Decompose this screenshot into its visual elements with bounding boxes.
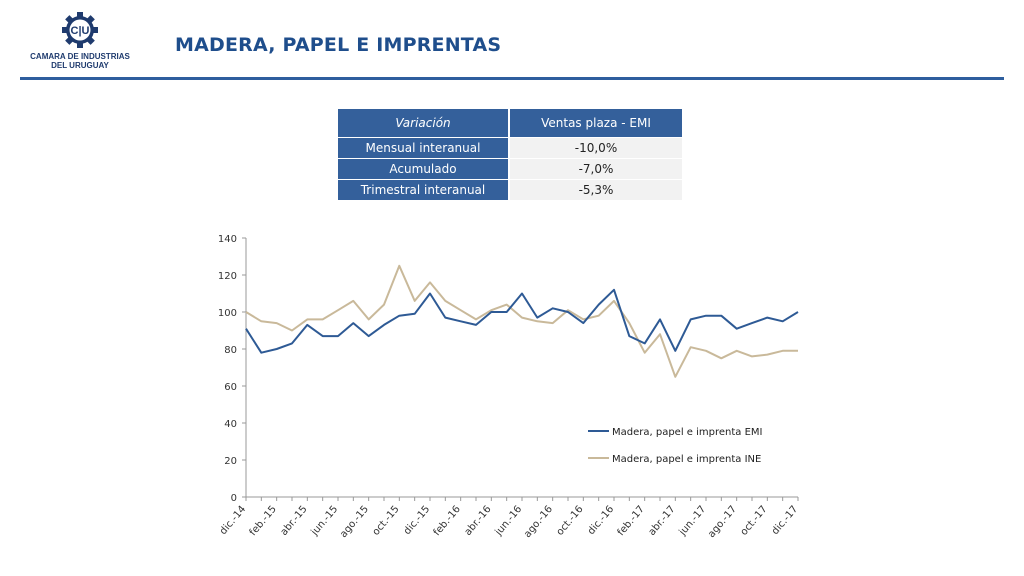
table-row-value: -10,0% bbox=[508, 137, 682, 158]
x-tick-label: oct.-17 bbox=[739, 504, 770, 538]
legend-label-ine: Madera, papel e imprenta INE bbox=[612, 454, 761, 465]
x-tick-label: abr.-15 bbox=[279, 504, 310, 538]
logo-line-2: DEL URUGUAY bbox=[51, 61, 109, 70]
x-tick-label: dic.-15 bbox=[402, 504, 432, 537]
y-tick-label: 140 bbox=[218, 234, 237, 245]
x-tick-label: dic.-14 bbox=[218, 504, 248, 537]
y-tick-label: 100 bbox=[218, 308, 237, 319]
x-tick-label: feb.-17 bbox=[616, 504, 647, 538]
y-tick-label: 20 bbox=[224, 456, 237, 467]
table-row-label: Acumulado bbox=[338, 158, 508, 179]
table-row-label: Trimestral interanual bbox=[338, 179, 508, 200]
table-header-row: Variación Ventas plaza - EMI bbox=[338, 109, 682, 137]
x-tick-label: abr.-17 bbox=[647, 504, 678, 538]
x-tick-label: feb.-16 bbox=[432, 504, 463, 538]
logo-line-1: CAMARA DE INDUSTRIAS bbox=[30, 52, 130, 61]
legend-label-emi: Madera, papel e imprenta EMI bbox=[612, 427, 763, 438]
table-row: Acumulado -7,0% bbox=[338, 158, 682, 179]
x-tick-label: oct.-15 bbox=[371, 504, 402, 538]
x-tick-label: ago.-15 bbox=[338, 504, 371, 540]
logo: C|U CAMARA DE INDUSTRIAS DEL URUGUAY bbox=[24, 12, 136, 70]
x-tick-label: oct.-16 bbox=[555, 504, 586, 538]
x-tick-label: jun.-15 bbox=[309, 504, 341, 539]
y-tick-label: 40 bbox=[224, 419, 237, 430]
variation-table: Variación Ventas plaza - EMI Mensual int… bbox=[338, 109, 682, 200]
table-row-value: -5,3% bbox=[508, 179, 682, 200]
x-tick-label: ago.-16 bbox=[522, 504, 555, 540]
table-row: Trimestral interanual -5,3% bbox=[338, 179, 682, 200]
gear-logo-icon: C|U bbox=[62, 12, 98, 48]
y-tick-label: 120 bbox=[218, 271, 237, 282]
table-header-variacion: Variación bbox=[338, 109, 508, 137]
x-tick-label: feb.-15 bbox=[248, 504, 279, 538]
x-tick-label: dic.-16 bbox=[586, 504, 616, 537]
y-tick-label: 0 bbox=[231, 493, 237, 504]
series-line-ine bbox=[245, 264, 798, 378]
y-tick-label: 60 bbox=[224, 382, 237, 393]
x-tick-label: abr.-16 bbox=[463, 504, 494, 538]
table-row-value: -7,0% bbox=[508, 158, 682, 179]
x-tick-label: ago.-17 bbox=[706, 504, 739, 540]
title-divider bbox=[20, 77, 1004, 80]
table-row: Mensual interanual -10,0% bbox=[338, 137, 682, 158]
series-line-emi bbox=[245, 288, 799, 354]
y-tick-label: 80 bbox=[224, 345, 237, 356]
x-tick-label: jun.-16 bbox=[493, 504, 525, 539]
table-row-label: Mensual interanual bbox=[338, 137, 508, 158]
x-tick-label: jun.-17 bbox=[677, 504, 709, 539]
logo-mark-text: C|U bbox=[71, 25, 90, 37]
table-header-ventas: Ventas plaza - EMI bbox=[508, 109, 682, 137]
page-title: MADERA, PAPEL E IMPRENTAS bbox=[175, 34, 502, 56]
x-tick-label: dic.-17 bbox=[770, 504, 800, 537]
